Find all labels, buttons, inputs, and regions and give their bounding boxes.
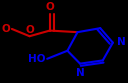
Text: N: N: [117, 37, 125, 47]
Text: O: O: [2, 24, 11, 34]
Text: O: O: [25, 25, 34, 35]
Text: O: O: [45, 2, 54, 12]
Text: HO: HO: [28, 54, 46, 64]
Text: N: N: [76, 68, 84, 78]
